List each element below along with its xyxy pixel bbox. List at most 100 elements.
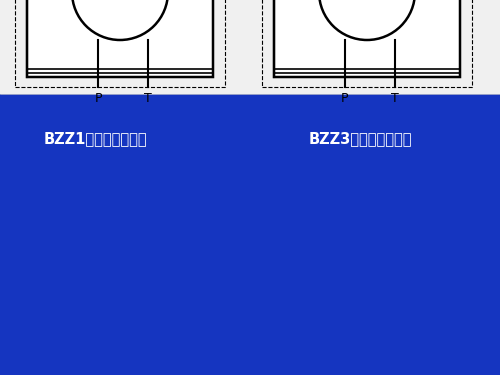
Bar bbox=[0, 317, 500, 318]
Bar bbox=[0, 341, 500, 342]
Bar bbox=[0, 366, 500, 367]
Bar bbox=[0, 187, 500, 188]
Bar bbox=[0, 247, 500, 248]
Bar bbox=[0, 360, 500, 361]
Bar bbox=[0, 156, 500, 157]
Bar bbox=[0, 264, 500, 265]
Bar bbox=[0, 227, 500, 228]
Bar bbox=[0, 278, 500, 279]
Bar bbox=[0, 216, 500, 217]
Bar bbox=[0, 327, 500, 328]
Bar bbox=[0, 243, 500, 244]
Bar bbox=[0, 146, 500, 147]
Bar bbox=[0, 207, 500, 208]
Bar bbox=[0, 332, 500, 333]
Bar bbox=[0, 298, 500, 299]
Bar bbox=[0, 304, 500, 305]
Circle shape bbox=[319, 0, 415, 40]
Bar bbox=[0, 257, 500, 258]
Bar bbox=[0, 118, 500, 119]
Bar bbox=[0, 308, 500, 309]
Bar bbox=[0, 345, 500, 346]
Bar bbox=[0, 99, 500, 100]
Bar bbox=[0, 361, 500, 362]
Bar bbox=[0, 234, 500, 235]
Bar bbox=[0, 129, 500, 130]
Bar bbox=[0, 208, 500, 209]
Bar bbox=[0, 350, 500, 351]
Bar bbox=[0, 127, 500, 128]
Bar bbox=[0, 237, 500, 238]
Bar bbox=[0, 139, 500, 140]
Bar bbox=[262, 0, 472, 87]
Text: P: P bbox=[341, 92, 349, 105]
Bar bbox=[0, 148, 500, 149]
Bar bbox=[0, 330, 500, 331]
Bar bbox=[0, 239, 500, 240]
Bar bbox=[0, 226, 500, 227]
Bar bbox=[0, 211, 500, 212]
Bar bbox=[0, 285, 500, 286]
Bar bbox=[0, 105, 500, 106]
Bar bbox=[0, 135, 500, 136]
Bar bbox=[0, 180, 500, 181]
Bar bbox=[0, 158, 500, 159]
Bar bbox=[0, 307, 500, 308]
Bar bbox=[0, 165, 500, 166]
Bar bbox=[0, 312, 500, 313]
Bar bbox=[27, 0, 213, 77]
Bar bbox=[0, 126, 500, 127]
Bar bbox=[0, 219, 500, 220]
Bar bbox=[0, 281, 500, 282]
Bar bbox=[0, 266, 500, 267]
Bar bbox=[0, 177, 500, 178]
Bar bbox=[0, 229, 500, 230]
Bar bbox=[0, 306, 500, 307]
Text: BZZ3型中位状态原理: BZZ3型中位状态原理 bbox=[308, 132, 412, 147]
Bar bbox=[0, 346, 500, 347]
Bar bbox=[0, 373, 500, 374]
Bar bbox=[0, 112, 500, 113]
Bar bbox=[0, 131, 500, 132]
Bar bbox=[0, 185, 500, 186]
Bar bbox=[0, 352, 500, 353]
Bar bbox=[0, 133, 500, 134]
Bar bbox=[0, 157, 500, 158]
Bar bbox=[0, 151, 500, 152]
Bar bbox=[0, 104, 500, 105]
Bar bbox=[0, 209, 500, 210]
Bar bbox=[0, 370, 500, 371]
Bar bbox=[0, 287, 500, 288]
Bar bbox=[0, 130, 500, 131]
Bar bbox=[0, 333, 500, 334]
Bar bbox=[0, 326, 500, 327]
Bar bbox=[0, 176, 500, 177]
Bar bbox=[0, 286, 500, 287]
Bar bbox=[0, 273, 500, 274]
Bar bbox=[0, 277, 500, 278]
Bar bbox=[0, 283, 500, 284]
Bar bbox=[0, 358, 500, 359]
Bar bbox=[0, 191, 500, 192]
Bar bbox=[0, 171, 500, 172]
Bar bbox=[0, 297, 500, 298]
Bar bbox=[0, 125, 500, 126]
Bar bbox=[0, 313, 500, 314]
Bar bbox=[0, 367, 500, 368]
Bar bbox=[0, 110, 500, 111]
Bar bbox=[0, 210, 500, 211]
Bar bbox=[0, 374, 500, 375]
Bar bbox=[0, 329, 500, 330]
Bar bbox=[0, 343, 500, 344]
Bar bbox=[0, 145, 500, 146]
Bar bbox=[0, 154, 500, 155]
Bar bbox=[0, 315, 500, 316]
Bar bbox=[0, 159, 500, 160]
Bar bbox=[0, 347, 500, 348]
Bar bbox=[0, 294, 500, 295]
Bar bbox=[0, 296, 500, 297]
Bar bbox=[0, 371, 500, 372]
Bar bbox=[0, 213, 500, 214]
Bar bbox=[0, 142, 500, 143]
Bar bbox=[0, 200, 500, 201]
